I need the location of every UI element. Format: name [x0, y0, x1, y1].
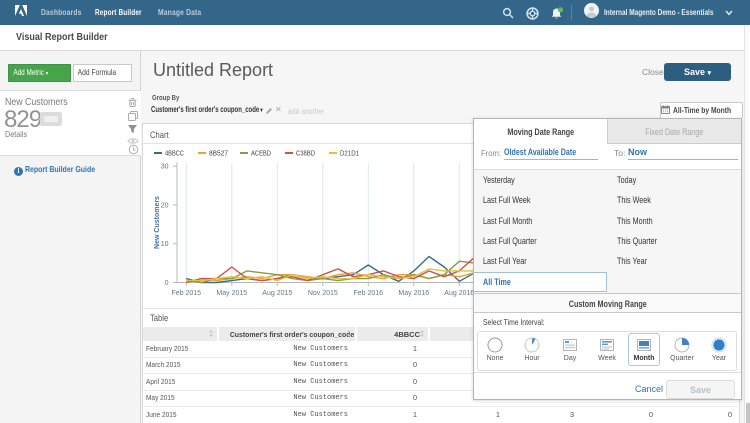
svg-text:Aug 2016: Aug 2016	[444, 290, 474, 297]
svg-text:0: 0	[165, 280, 169, 287]
svg-text:New Customers: New Customers	[154, 196, 161, 249]
svg-text:20: 20	[161, 202, 169, 209]
svg-text:30: 30	[161, 164, 169, 171]
svg-text:ACEBD: ACEBD	[251, 149, 271, 158]
svg-text:D21D1: D21D1	[340, 149, 359, 158]
svg-text:Feb 2015: Feb 2015	[172, 290, 202, 297]
svg-text:8B527: 8B527	[209, 149, 228, 158]
svg-text:C38BD: C38BD	[296, 149, 315, 158]
svg-text:4BBCC: 4BBCC	[165, 149, 184, 158]
svg-text:May 2016: May 2016	[398, 290, 429, 297]
svg-text:Aug 2015: Aug 2015	[262, 290, 292, 297]
svg-text:10: 10	[161, 241, 169, 248]
svg-text:Nov 2015: Nov 2015	[308, 290, 338, 297]
svg-text:Feb 2016: Feb 2016	[354, 290, 384, 297]
svg-text:May 2015: May 2015	[216, 290, 247, 297]
